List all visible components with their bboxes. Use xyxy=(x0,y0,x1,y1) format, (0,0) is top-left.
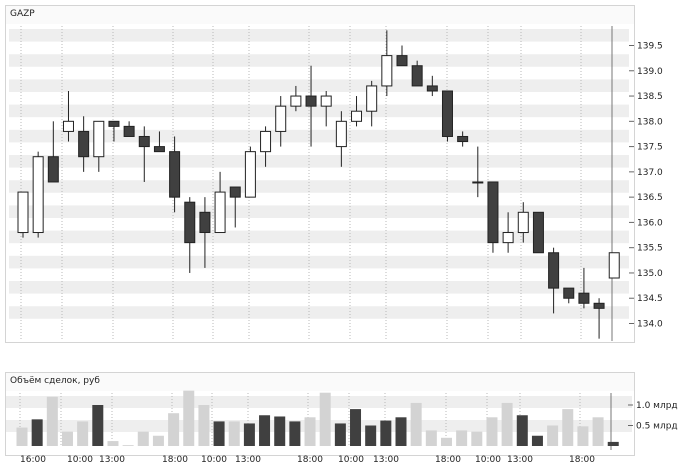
grid-band xyxy=(9,29,629,42)
x-tick-label: 13:00 xyxy=(99,455,125,465)
candle-body xyxy=(502,232,514,244)
candle-body xyxy=(381,55,393,87)
x-tick-label: 10:00 xyxy=(67,455,93,465)
candle-body xyxy=(487,181,499,244)
price-chart-title: GAZP xyxy=(10,9,35,19)
grid-band xyxy=(9,255,629,269)
y-tick-label: 136.0 xyxy=(637,218,663,228)
candle-body xyxy=(47,156,59,183)
y-tick-label: 139.5 xyxy=(637,42,663,52)
candle-body xyxy=(290,95,302,107)
candle-body xyxy=(366,85,378,112)
candle-body xyxy=(153,146,165,153)
y-tick-label: 135.0 xyxy=(637,269,663,279)
candle-body xyxy=(563,287,575,299)
candle-body xyxy=(169,151,181,198)
grid-band xyxy=(9,155,629,168)
x-tick-label: 18:00 xyxy=(297,455,323,465)
price-chart-panel: GAZP 139.5 139.0 138.5 138.0 137.5 137.0 136.5… xyxy=(5,5,663,343)
grid-band xyxy=(9,205,629,218)
y-tick-label: 138.0 xyxy=(637,117,663,127)
y-tick-label: 137.0 xyxy=(637,168,663,178)
candle-body xyxy=(396,55,408,67)
candle-body xyxy=(199,211,211,234)
price-chart: 139.5 139.0 138.5 138.0 137.5 137.0 136.5 136.0… xyxy=(9,26,663,341)
volume-chart-panel: Объём сделок, руб xyxy=(5,372,635,456)
candle-body xyxy=(32,156,44,234)
volume-chart-header: Объём сделок, руб xyxy=(6,373,634,391)
x-tick-label: 10:00 xyxy=(475,455,501,465)
x-tick-label: 13:00 xyxy=(235,455,261,465)
candle-body xyxy=(578,292,590,304)
y-tick-label: 137.5 xyxy=(637,143,663,153)
y-tick-label: 136.5 xyxy=(637,193,663,203)
grid-band xyxy=(9,281,629,294)
candle-body xyxy=(472,181,484,184)
candle-body xyxy=(184,201,196,244)
candle-body xyxy=(441,90,453,137)
candle-body xyxy=(260,130,272,153)
grid-band xyxy=(9,306,629,319)
grid-band xyxy=(9,104,629,118)
candle-body xyxy=(123,125,135,137)
y-tick-label: 139.0 xyxy=(637,67,663,77)
grid-band xyxy=(9,129,629,143)
candle-body xyxy=(351,110,363,122)
candle-body xyxy=(411,65,423,87)
x-tick-label: 13:00 xyxy=(373,455,399,465)
price-chart-header: GAZP xyxy=(6,6,634,24)
candle-body xyxy=(108,120,120,127)
candle-body xyxy=(548,252,560,289)
candle-body xyxy=(320,95,332,107)
y-tick-label: 1.0 млрд xyxy=(636,401,678,411)
y-tick-label: 134.5 xyxy=(637,294,663,304)
candle-body xyxy=(426,85,438,92)
candle-body xyxy=(214,191,226,234)
grid-band xyxy=(9,230,629,244)
x-tick-label: 13:00 xyxy=(507,455,533,465)
x-tick-label: 16:00 xyxy=(20,455,46,465)
candle-body xyxy=(93,120,105,158)
candle-body xyxy=(457,135,469,143)
candle-body xyxy=(517,211,529,234)
candle-body xyxy=(593,302,605,309)
x-tick-label: 10:00 xyxy=(338,455,364,465)
x-tick-label: 18:00 xyxy=(569,455,595,465)
x-tick-label: 18:00 xyxy=(435,455,461,465)
y-tick-label: 134.0 xyxy=(637,320,663,330)
candle-body xyxy=(17,191,29,234)
candle-body xyxy=(532,211,544,254)
grid-band xyxy=(9,54,629,67)
candle-body xyxy=(608,252,620,279)
candle-body xyxy=(244,151,256,198)
candle-body xyxy=(229,186,241,198)
grid-band xyxy=(9,79,629,92)
candle-body xyxy=(335,120,347,148)
x-tick-label: 10:00 xyxy=(201,455,227,465)
volume-chart-title: Объём сделок, руб xyxy=(10,376,100,386)
candle-body xyxy=(138,135,150,148)
x-tick-label: 18:00 xyxy=(162,455,188,465)
candle-body xyxy=(78,130,90,158)
y-tick-label: 138.5 xyxy=(637,92,663,102)
candle-body xyxy=(62,120,74,132)
y-tick-label: 0.5 млрд xyxy=(636,422,678,432)
grid-band xyxy=(9,180,629,193)
candle-body xyxy=(305,95,317,107)
candle-body xyxy=(275,105,287,132)
y-tick-label: 135.5 xyxy=(637,244,663,254)
